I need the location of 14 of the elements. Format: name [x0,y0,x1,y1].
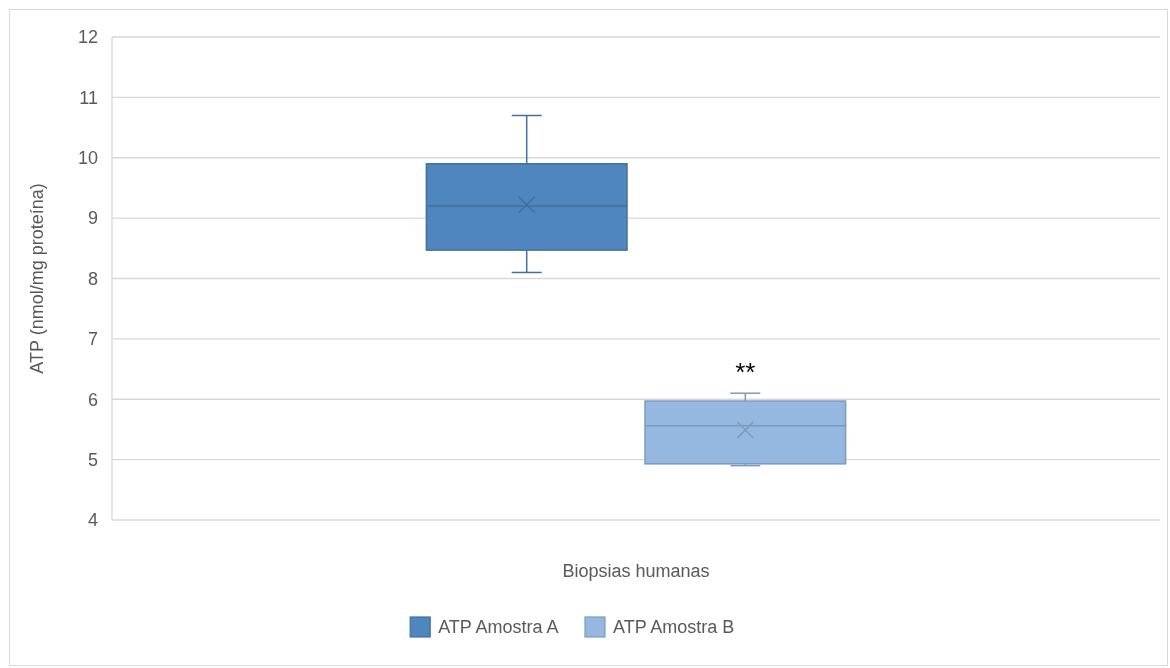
y-tick-label: 4 [87,510,98,531]
y-tick-label: 6 [87,389,98,410]
y-tick-label: 12 [77,27,98,48]
y-tick-label: 9 [87,208,98,229]
y-tick-label: 10 [77,148,98,169]
y-axis-title: ATP (nmol/mg proteína) [27,183,47,374]
y-tick-label: 8 [87,268,98,289]
annotation: ** [735,357,756,388]
legend-label: ATP Amostra B [613,617,735,638]
y-tick-label: 11 [79,87,98,108]
legend-label: ATP Amostra A [438,617,559,638]
x-tick-label: Biopsias humanas [562,561,710,581]
y-tick-label: 5 [87,449,98,470]
y-tick-label: 7 [87,329,98,350]
